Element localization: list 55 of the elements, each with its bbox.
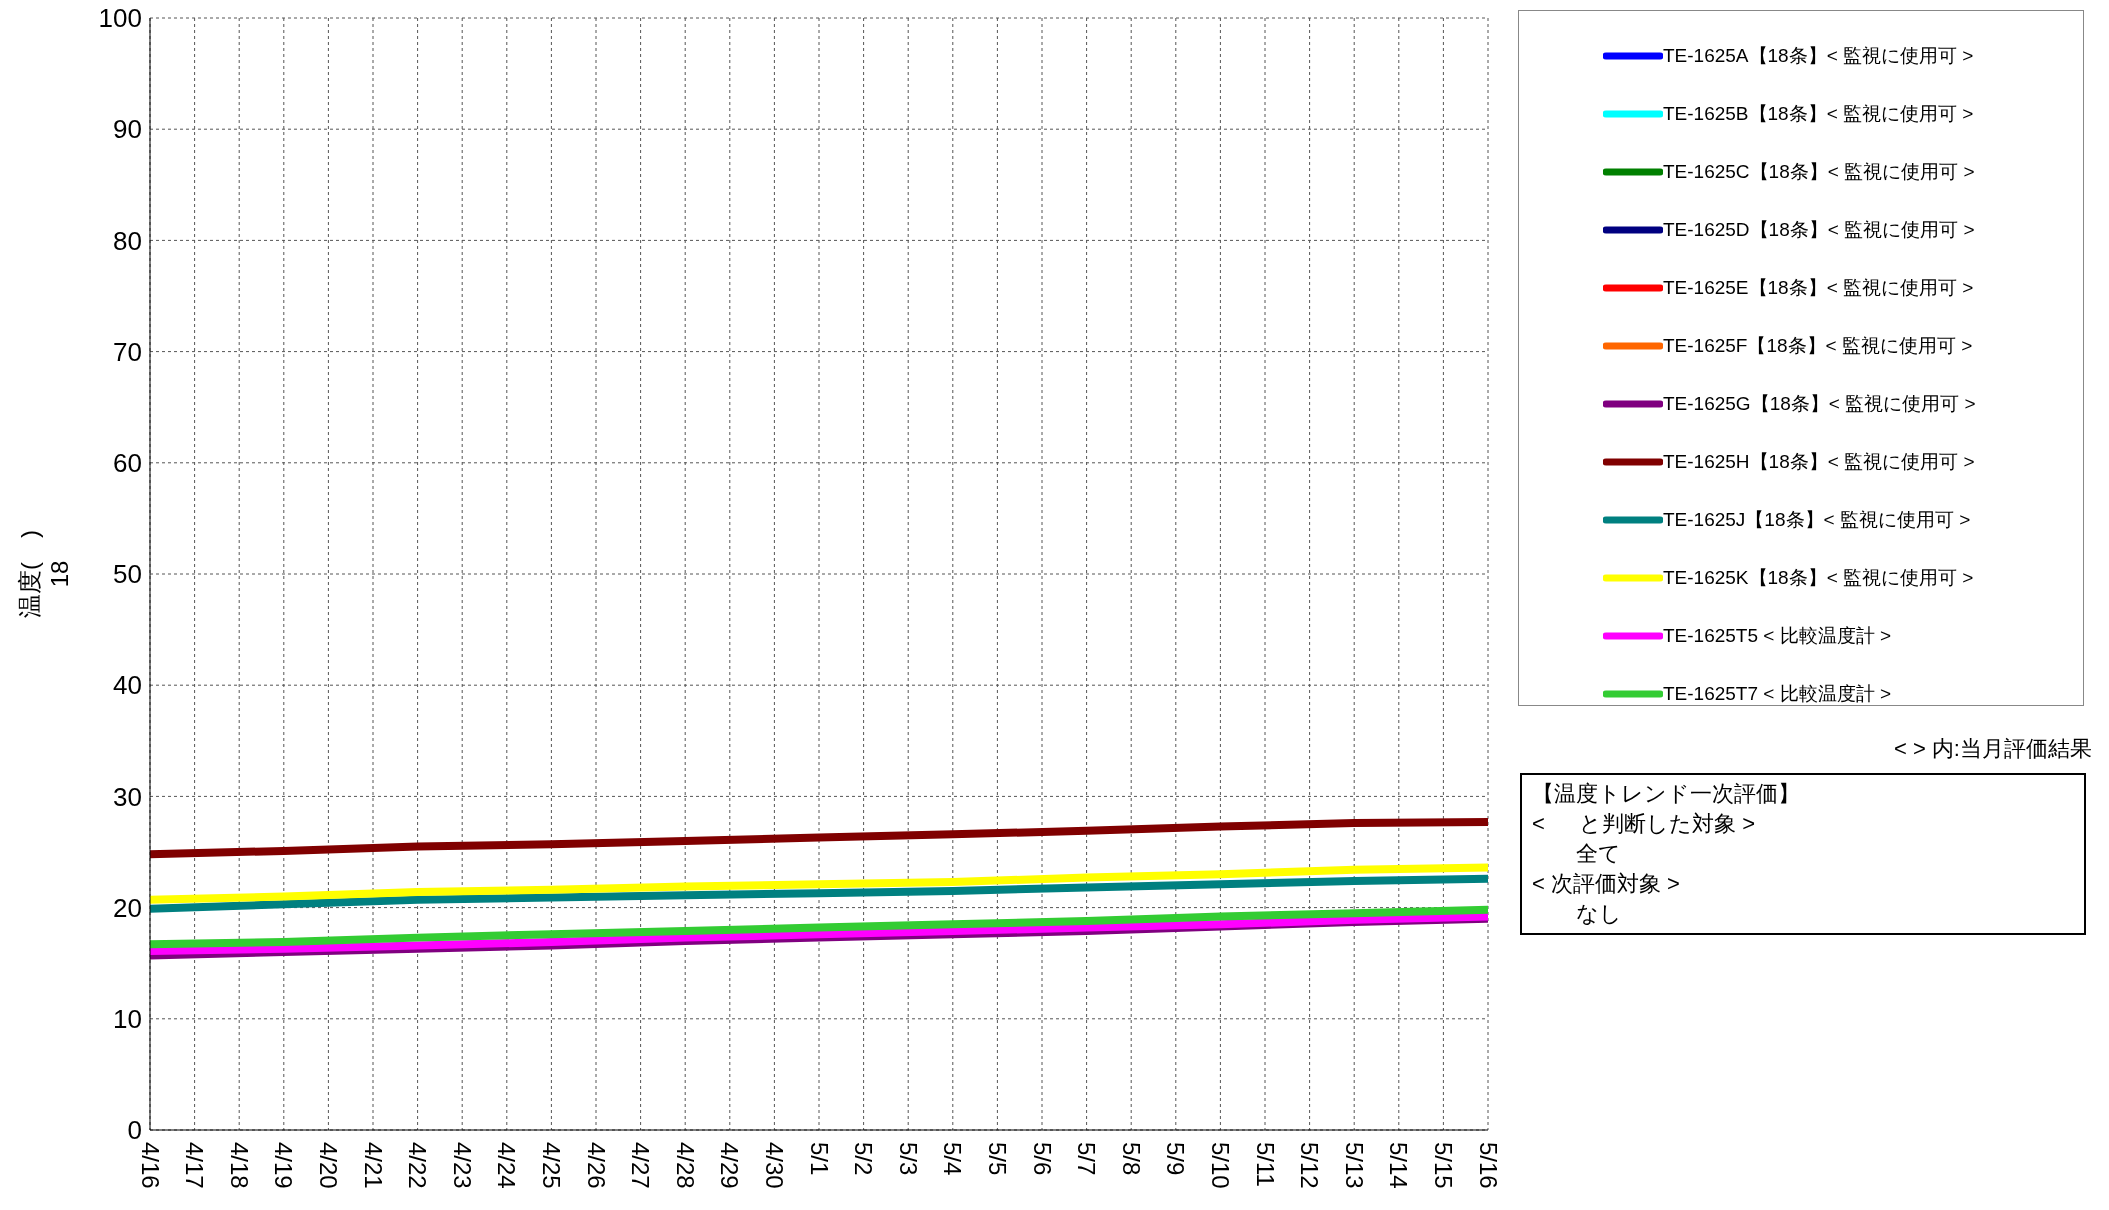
x-tick-label: 4/27 — [627, 1142, 655, 1189]
x-tick-label: 5/8 — [1117, 1142, 1145, 1176]
x-tick-label: 5/11 — [1251, 1142, 1279, 1187]
y-tick-label: 40 — [113, 670, 142, 701]
x-tick-label: 5/1 — [805, 1142, 833, 1176]
x-tick-label: 5/5 — [983, 1142, 1011, 1176]
legend-label: TE-1625B【18条】< 監視に使用可 > — [1663, 102, 1974, 126]
y-tick-label: 30 — [113, 781, 142, 812]
legend-label: TE-1625A【18条】< 監視に使用可 > — [1663, 44, 1974, 68]
x-tick-label: 4/26 — [582, 1142, 610, 1189]
x-tick-label: 5/7 — [1073, 1142, 1101, 1176]
text: < > 内:当月評価結果 — [1893, 735, 2092, 763]
y-tick-label: 10 — [113, 1004, 142, 1035]
legend-label: TE-1625G【18条】< 監視に使用可 > — [1663, 392, 1976, 416]
x-tick-label: 4/22 — [404, 1142, 432, 1189]
x-tick-label: 5/3 — [894, 1142, 922, 1176]
x-tick-label: 5/6 — [1028, 1142, 1056, 1176]
x-tick-label: 5/16 — [1474, 1142, 1502, 1189]
x-tick-label: 4/29 — [716, 1142, 744, 1189]
x-tick-label: 5/15 — [1429, 1142, 1457, 1189]
legend-label: TE-1625J【18条】< 監視に使用可 > — [1663, 508, 1971, 532]
y-tick-label: 80 — [113, 225, 142, 256]
y-tick-label: 20 — [113, 892, 142, 923]
y-tick-label: 70 — [113, 336, 142, 367]
legend-label: TE-1625D【18条】< 監視に使用可 > — [1663, 218, 1975, 242]
legend-label: TE-1625F【18条】< 監視に使用可 > — [1663, 334, 1973, 358]
y-tick-label: 90 — [113, 114, 142, 145]
legend-label: TE-1625E【18条】< 監視に使用可 > — [1663, 276, 1974, 300]
y-tick-label: 100 — [98, 3, 142, 34]
y-axis-title: 温度( ) 18 — [16, 530, 73, 618]
x-tick-label: 4/23 — [448, 1142, 476, 1189]
x-tick-label: 4/28 — [671, 1142, 699, 1189]
x-tick-label: 5/12 — [1296, 1142, 1324, 1189]
x-tick-label: 5/4 — [939, 1142, 967, 1176]
x-tick-label: 4/24 — [493, 1142, 521, 1189]
legend-label: TE-1625T7 < 比較温度計 > — [1663, 682, 1892, 706]
x-tick-label: 5/2 — [850, 1142, 878, 1176]
y-tick-label: 60 — [113, 448, 142, 479]
legend-label: TE-1625C【18条】< 監視に使用可 > — [1663, 160, 1975, 184]
x-tick-label: 4/30 — [760, 1142, 788, 1189]
x-tick-label: 5/14 — [1385, 1142, 1413, 1189]
x-tick-label: 4/25 — [537, 1142, 565, 1189]
y-tick-label: 50 — [113, 559, 142, 590]
x-tick-label: 4/21 — [359, 1142, 387, 1189]
legend-label: TE-1625H【18条】< 監視に使用可 > — [1663, 450, 1975, 474]
legend-label: TE-1625K【18条】< 監視に使用可 > — [1663, 566, 1974, 590]
x-tick-label: 4/19 — [270, 1142, 298, 1189]
text: 【温度トレンド一次評価】 < と判断した対象 > 全て < 次評価対象 > なし — [1520, 773, 2086, 935]
x-tick-label: 5/10 — [1206, 1142, 1234, 1189]
x-tick-label: 5/13 — [1340, 1142, 1368, 1189]
x-tick-label: 4/17 — [181, 1142, 209, 1189]
legend-label: TE-1625T5 < 比較温度計 > — [1663, 624, 1892, 648]
x-tick-label: 4/18 — [225, 1142, 253, 1189]
x-tick-label: 5/9 — [1162, 1142, 1190, 1176]
x-tick-label: 4/20 — [314, 1142, 342, 1189]
